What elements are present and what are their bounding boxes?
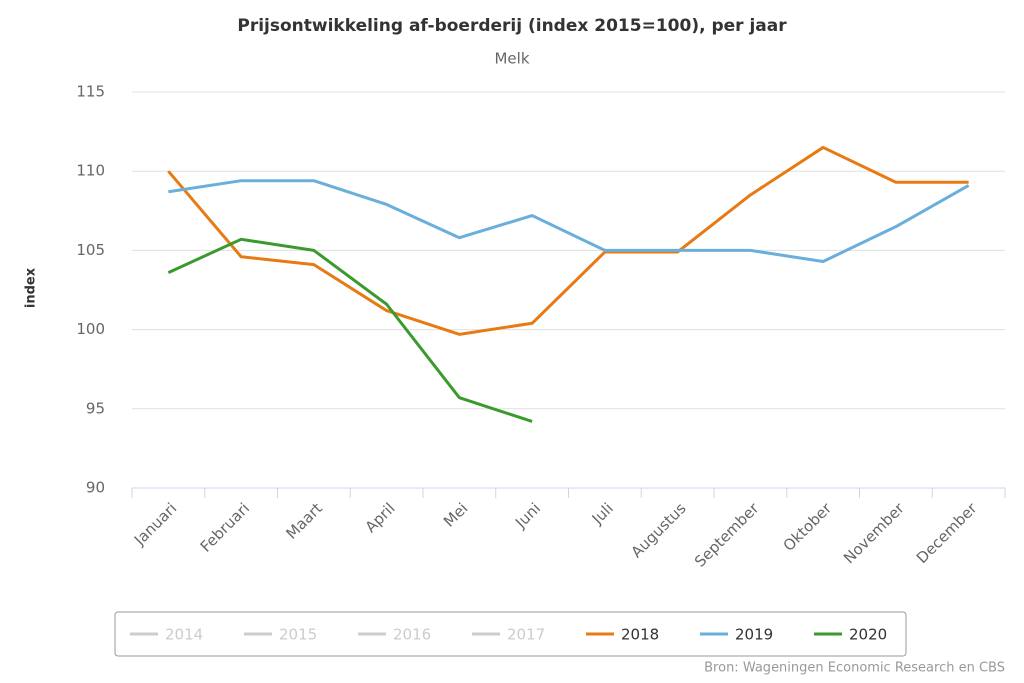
x-tick-label: April [362,499,399,536]
legend-label: 2016 [393,626,431,644]
y-axis-label: index [24,267,39,308]
x-tick-label: Januari [130,499,180,549]
x-tick-label: December [913,499,981,567]
legend-box [114,611,907,657]
legend-label: 2017 [507,626,545,644]
x-tick-label: Februari [197,499,253,555]
x-tick-label: November [840,499,908,567]
chart-title: Prijsontwikkeling af-boerderij (index 20… [237,16,787,36]
legend-label: 2015 [279,626,317,644]
y-tick-label: 90 [86,479,105,497]
legend-label: 2020 [849,626,887,644]
legend-label: 2014 [165,626,203,644]
x-tick-label: Maart [282,499,325,542]
y-tick-label: 95 [86,399,105,417]
x-tick-label: September [691,499,763,571]
chart-subtitle: Melk [494,50,529,68]
series-line [167,237,533,423]
x-tick-label: Oktober [780,499,836,555]
series-line [168,179,970,263]
legend-label: 2018 [621,626,659,644]
source: Bron: Wageningen Economic Research en CB… [704,661,1005,676]
x-tick-label: Juni [511,499,544,532]
y-tick-label: 100 [76,320,105,338]
y-tick-label: 115 [76,83,105,101]
x-tick-label: Augustus [628,499,690,561]
y-tick-label: 110 [76,162,105,180]
y-tick-label: 105 [76,241,105,259]
x-tick-label: Juli [588,499,617,528]
series-line [167,145,969,336]
x-tick-label: Mei [440,499,471,530]
legend-label: 2019 [735,626,773,644]
